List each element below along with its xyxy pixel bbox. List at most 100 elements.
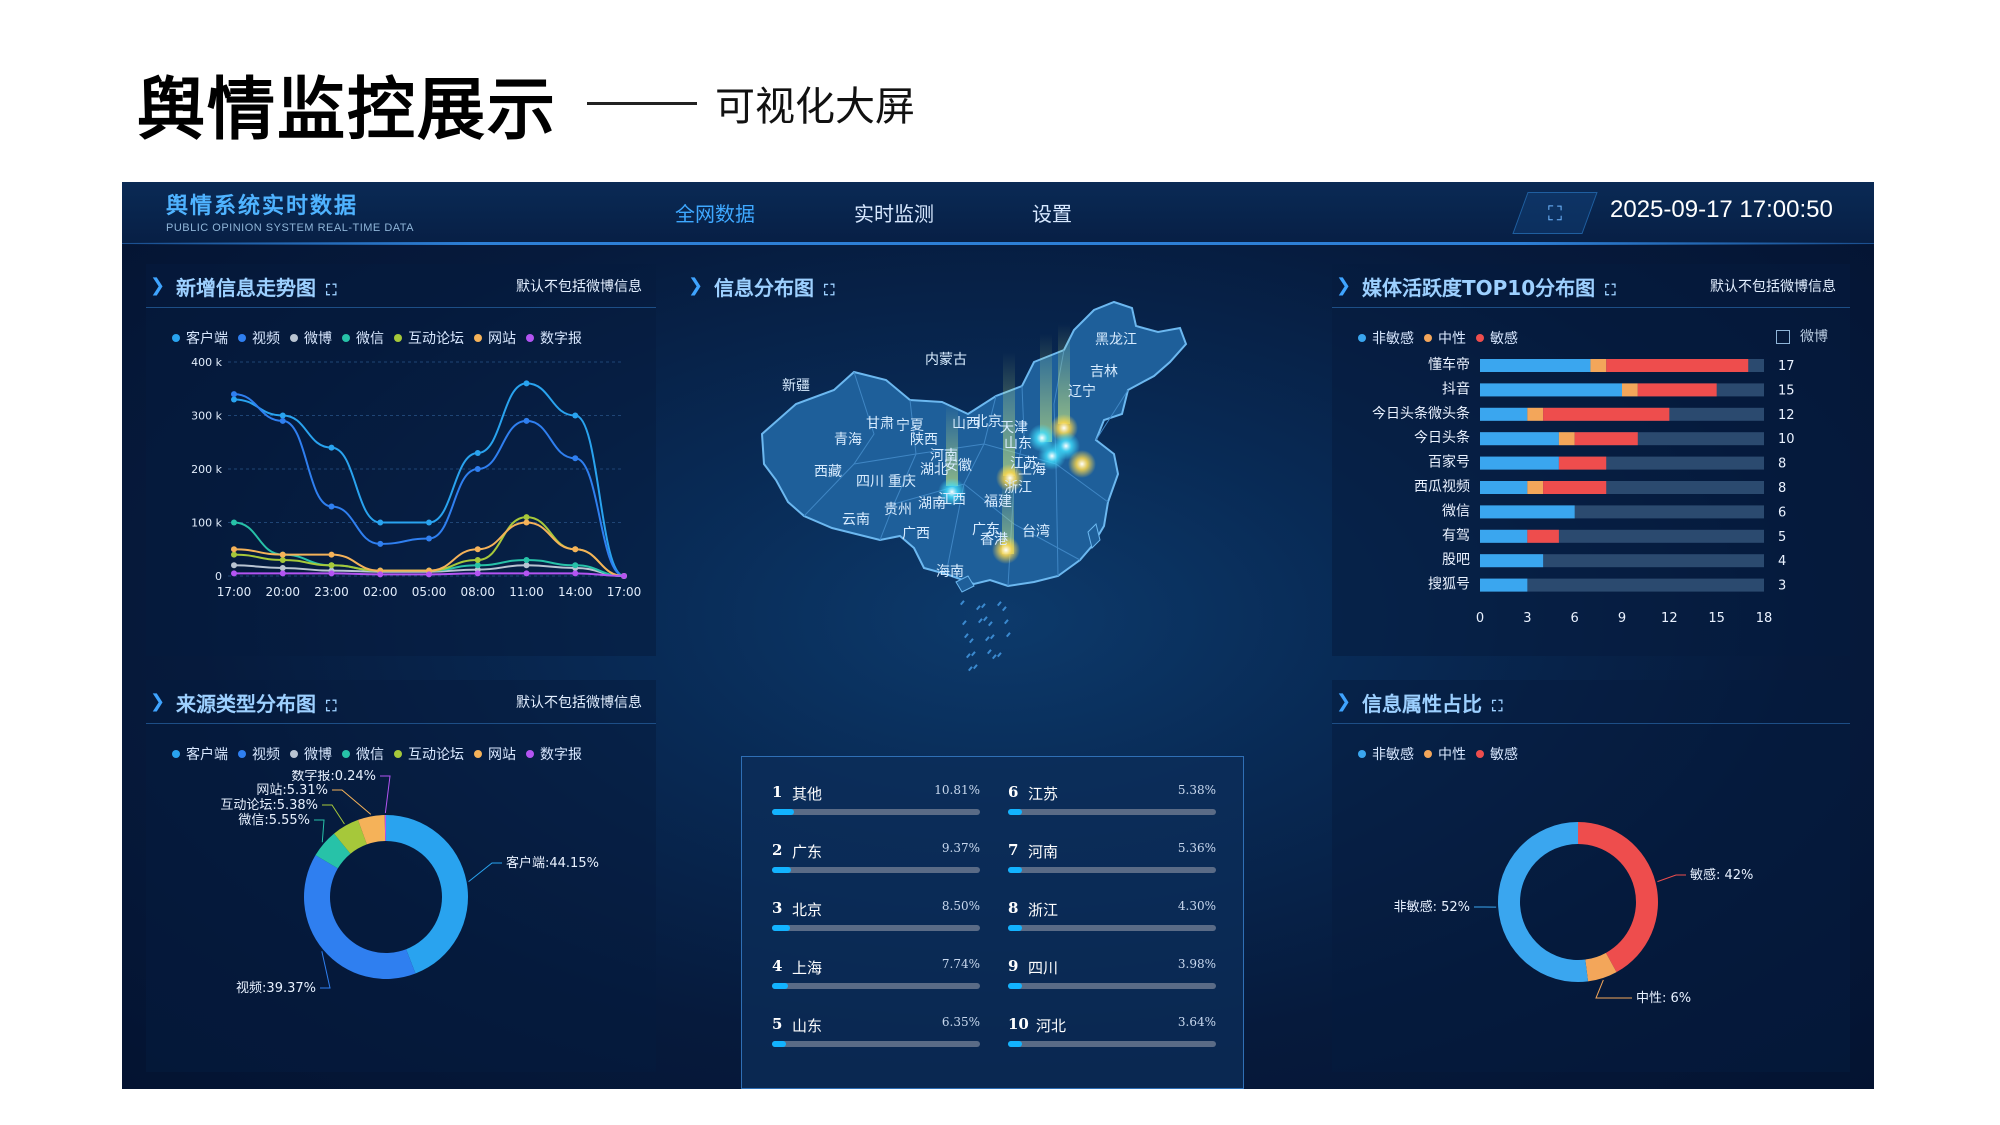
attr-slice[interactable] xyxy=(1578,822,1658,973)
data-point[interactable] xyxy=(279,556,286,563)
trend-legend-item[interactable]: 数字报 xyxy=(526,328,582,348)
source-slice[interactable] xyxy=(304,855,416,979)
data-point[interactable] xyxy=(328,551,335,558)
bar-segment[interactable] xyxy=(1480,407,1528,421)
trend-legend-item[interactable]: 微信 xyxy=(342,328,384,348)
rank-item[interactable]: 10 河北 3.64% xyxy=(1008,1015,1216,1065)
data-point[interactable] xyxy=(523,562,530,569)
nav-all-data[interactable]: 全网数据 xyxy=(675,202,755,226)
rank-item[interactable]: 4 上海 7.74% xyxy=(772,957,980,1007)
bar-segment[interactable] xyxy=(1480,456,1559,470)
source-legend-item[interactable]: 互动论坛 xyxy=(394,744,464,764)
bar-segment[interactable] xyxy=(1606,359,1749,372)
trend-legend-item[interactable]: 互动论坛 xyxy=(394,328,464,348)
data-point[interactable] xyxy=(523,417,530,424)
data-point[interactable] xyxy=(474,449,481,456)
bar-segment[interactable] xyxy=(1622,383,1638,397)
bar-segment[interactable] xyxy=(1480,529,1528,543)
data-point[interactable] xyxy=(328,570,335,577)
rank-item[interactable]: 3 北京 8.50% xyxy=(772,899,980,949)
data-point[interactable] xyxy=(231,519,237,526)
source-legend-item[interactable]: 微信 xyxy=(342,744,384,764)
data-point[interactable] xyxy=(328,444,335,451)
data-point[interactable] xyxy=(279,564,286,571)
data-point[interactable] xyxy=(279,417,286,424)
data-point[interactable] xyxy=(426,535,432,542)
data-point[interactable] xyxy=(572,546,579,553)
source-legend-item[interactable]: 微博 xyxy=(290,744,332,764)
data-point[interactable] xyxy=(231,546,237,553)
data-point[interactable] xyxy=(474,570,481,577)
rank-item[interactable]: 9 四川 3.98% xyxy=(1008,957,1216,1007)
bar-segment[interactable] xyxy=(1543,481,1607,494)
media-legend-item[interactable]: 中性 xyxy=(1424,328,1466,348)
data-point[interactable] xyxy=(231,562,237,569)
attr-legend-item[interactable]: 敏感 xyxy=(1476,744,1518,764)
data-point[interactable] xyxy=(572,570,579,577)
data-point[interactable] xyxy=(328,562,335,569)
bar-segment[interactable] xyxy=(1527,481,1544,494)
attr-slice[interactable] xyxy=(1498,822,1589,982)
media-legend-item[interactable]: 敏感 xyxy=(1476,328,1518,348)
data-point[interactable] xyxy=(377,519,384,526)
expand-icon[interactable]: ⛶ xyxy=(326,697,337,715)
source-legend-item[interactable]: 网站 xyxy=(474,744,516,764)
data-point[interactable] xyxy=(377,540,384,547)
data-point[interactable] xyxy=(572,412,579,419)
data-point[interactable] xyxy=(474,546,481,553)
bar-segment[interactable] xyxy=(1480,578,1528,592)
data-point[interactable] xyxy=(231,391,237,398)
source-legend-item[interactable]: 数字报 xyxy=(526,744,582,764)
rank-item[interactable]: 6 江苏 5.38% xyxy=(1008,783,1216,833)
data-point[interactable] xyxy=(523,519,530,526)
data-point[interactable] xyxy=(231,396,237,403)
data-point[interactable] xyxy=(474,556,481,563)
attr-slice[interactable] xyxy=(1585,952,1617,982)
source-slice[interactable] xyxy=(315,833,351,869)
data-point[interactable] xyxy=(279,551,286,558)
data-point[interactable] xyxy=(377,571,384,578)
bar-segment[interactable] xyxy=(1590,359,1607,372)
bar-segment[interactable] xyxy=(1527,407,1544,421)
source-slice[interactable] xyxy=(384,815,386,842)
hotspot-beijing[interactable] xyxy=(996,464,1024,492)
source-slice[interactable] xyxy=(386,815,468,974)
bar-segment[interactable] xyxy=(1543,407,1670,421)
hotspot-sichuan[interactable] xyxy=(938,478,966,506)
bar-segment[interactable] xyxy=(1480,505,1575,519)
expand-icon[interactable]: ⛶ xyxy=(326,281,337,299)
source-slice[interactable] xyxy=(334,819,367,854)
attr-legend-item[interactable]: 中性 xyxy=(1424,744,1466,764)
expand-icon[interactable]: ⛶ xyxy=(824,281,835,299)
trend-legend-item[interactable]: 网站 xyxy=(474,328,516,348)
bar-segment[interactable] xyxy=(1637,383,1717,397)
data-point[interactable] xyxy=(523,514,530,521)
data-point[interactable] xyxy=(231,570,237,577)
weibo-checkbox[interactable] xyxy=(1776,330,1790,344)
data-point[interactable] xyxy=(474,562,481,569)
nav-realtime-monitor[interactable]: 实时监测 xyxy=(854,202,934,226)
hotspot-henan[interactable] xyxy=(1028,424,1056,452)
bar-segment[interactable] xyxy=(1558,456,1607,470)
rank-item[interactable]: 7 河南 5.36% xyxy=(1008,841,1216,891)
data-point[interactable] xyxy=(572,455,579,462)
media-legend-item[interactable]: 非敏感 xyxy=(1358,328,1414,348)
rank-item[interactable]: 5 山东 6.35% xyxy=(772,1015,980,1065)
source-slice[interactable] xyxy=(357,815,386,845)
bar-segment[interactable] xyxy=(1558,432,1575,446)
rank-item[interactable]: 1 其他 10.81% xyxy=(772,783,980,833)
trend-legend-item[interactable]: 客户端 xyxy=(172,328,228,348)
data-point[interactable] xyxy=(328,503,335,510)
fullscreen-button[interactable]: ⛶ xyxy=(1512,192,1598,234)
data-point[interactable] xyxy=(523,556,530,563)
hotspot-shanghai[interactable] xyxy=(1068,450,1096,478)
bar-segment[interactable] xyxy=(1480,359,1591,372)
trend-legend-item[interactable]: 视频 xyxy=(238,328,280,348)
data-point[interactable] xyxy=(279,570,286,577)
bar-segment[interactable] xyxy=(1574,432,1638,446)
data-point[interactable] xyxy=(523,380,530,387)
data-point[interactable] xyxy=(572,562,579,569)
expand-icon[interactable]: ⛶ xyxy=(1492,697,1503,715)
rank-item[interactable]: 8 浙江 4.30% xyxy=(1008,899,1216,949)
nav-settings[interactable]: 设置 xyxy=(1032,202,1072,226)
